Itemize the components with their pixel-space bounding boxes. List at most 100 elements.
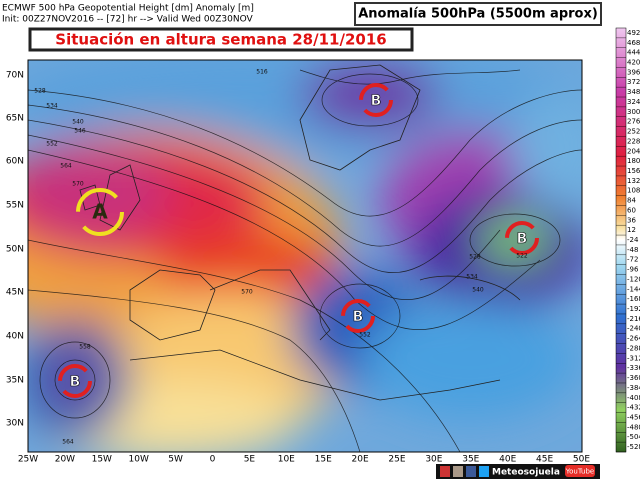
contour-label: 540 [72, 119, 84, 126]
panel-title-box [354, 2, 602, 26]
pressure-center: B [353, 309, 364, 325]
colorbar-label: -216 [627, 315, 640, 323]
lon-label: 40E [499, 455, 516, 465]
lat-label: 30N [6, 419, 24, 429]
contour-label: 552 [359, 332, 371, 339]
contour-label: 570 [72, 181, 84, 188]
lon-label: 10W [129, 455, 149, 465]
lon-label: 20E [352, 455, 369, 465]
colorbar-label: -432 [627, 404, 640, 412]
colorbar-label: 12 [627, 226, 636, 234]
lon-label: 25W [18, 455, 38, 465]
lon-label: 0 [210, 455, 216, 465]
lon-label: 10E [278, 455, 295, 465]
circulation-arrow [58, 364, 92, 398]
colorbar-label: -504 [627, 433, 640, 441]
circulation-arrow [76, 188, 124, 236]
contour-label: 564 [60, 163, 72, 170]
lon-label: 15W [92, 455, 112, 465]
icon [453, 466, 463, 477]
colorbar-label: 300 [627, 108, 640, 116]
colorbar-label: -528 [627, 443, 640, 451]
icon [440, 466, 450, 477]
lat-label: 65N [6, 114, 24, 124]
contour-label: 534 [46, 103, 58, 110]
colorbar-label: 372 [627, 78, 640, 86]
circulation-arrow [359, 83, 393, 117]
pressure-center: B [70, 374, 81, 390]
contour-label: 534 [466, 274, 478, 281]
contour-label: 516 [256, 69, 268, 76]
title: Situación en altura semana 28/11/2016 [55, 31, 386, 49]
lon-label: 20W [55, 455, 75, 465]
footer-bar [436, 464, 600, 479]
pressure-center: A [92, 200, 108, 224]
colorbar-label: -264 [627, 335, 640, 343]
colorbar-label: -240 [627, 325, 640, 333]
contour-label: 570 [241, 289, 253, 296]
lat-label: 55N [6, 201, 24, 211]
header-line: Init: 00Z27NOV2016 -- [72] hr --> Valid … [2, 15, 254, 25]
circulation-arrow [505, 221, 539, 255]
colorbar-label: 228 [627, 137, 640, 145]
colorbar-label: -456 [627, 413, 640, 421]
colorbar-label: 252 [627, 128, 640, 136]
icon [479, 466, 489, 477]
colorbar-label: -336 [627, 364, 640, 372]
colorbar-label: -288 [627, 344, 640, 352]
panel-title: Anomalía 500hPa (5500m aprox) [358, 7, 598, 22]
contour-label: 552 [46, 141, 58, 148]
colorbar-label: -168 [627, 295, 640, 303]
colorbar-label: -384 [627, 384, 640, 392]
lat-label: 50N [6, 245, 24, 255]
colorbar-label: -72 [627, 256, 638, 264]
contour-label: 528 [34, 88, 46, 95]
lat-label: 40N [6, 332, 24, 342]
pressure-center: B [517, 231, 528, 247]
colorbar-label: -144 [627, 285, 640, 293]
colorbar-label: 156 [627, 167, 640, 175]
lon-label: 35E [462, 455, 479, 465]
lon-label: 15E [315, 455, 332, 465]
pressure-center: B [371, 93, 382, 109]
contour-label: 546 [74, 128, 86, 135]
colorbar-label: 108 [627, 187, 640, 195]
colorbar-label: -48 [627, 246, 638, 254]
lat-label: 35N [6, 376, 24, 386]
colorbar-label: 180 [627, 157, 640, 165]
lon-label: 50E [573, 455, 590, 465]
colorbar-label: -312 [627, 354, 640, 362]
footer-video: YouTube [565, 468, 594, 476]
colorbar-label: 396 [627, 68, 640, 76]
contour-label: 528 [469, 254, 481, 261]
icon [466, 466, 476, 477]
map-frame [27, 59, 583, 453]
lon-label: 30E [425, 455, 442, 465]
colorbar-label: 204 [627, 147, 640, 155]
colorbar-label: 468 [627, 39, 640, 47]
colorbar-label: -120 [627, 275, 640, 283]
lon-label: 5W [168, 455, 183, 465]
title-box [28, 27, 414, 52]
colorbar-label: 132 [627, 177, 640, 185]
circulation-arrow [341, 299, 375, 333]
colorbar-label: 36 [627, 216, 636, 224]
contour-label: 522 [516, 253, 528, 260]
colorbar-label: -408 [627, 394, 640, 402]
lon-label: 45E [536, 455, 553, 465]
colorbar-label: -480 [627, 423, 640, 431]
colorbar-label: 492 [627, 29, 640, 37]
colorbar-label: 60 [627, 206, 636, 214]
colorbar-label: 420 [627, 59, 640, 67]
colorbar-label: 348 [627, 88, 640, 96]
contour-label: 540 [472, 287, 484, 294]
contour-label: 564 [62, 439, 74, 446]
lat-label: 70N [6, 71, 24, 81]
colorbar-label: -24 [627, 236, 639, 244]
colorbar-label: 444 [627, 49, 640, 57]
colorbar-label: -192 [627, 305, 640, 313]
colorbar [615, 27, 627, 453]
lat-label: 60N [6, 157, 24, 167]
lat-label: 45N [6, 288, 24, 298]
